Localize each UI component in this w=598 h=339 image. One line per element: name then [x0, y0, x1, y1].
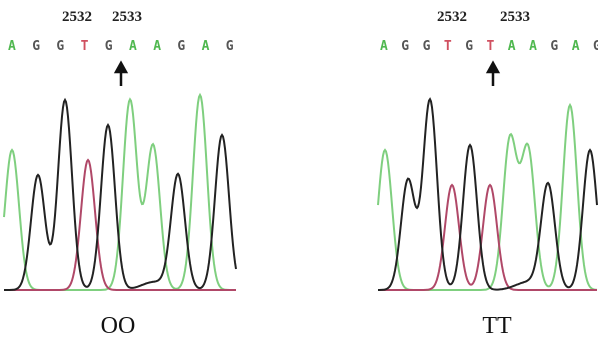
base-letter: G [105, 39, 113, 54]
base-letter: A [380, 39, 388, 54]
base-letter: G [593, 39, 598, 54]
panel-left: 2532 2533 A G G T G A A G A G OO [4, 9, 236, 339]
base-letter: T [81, 39, 89, 54]
base-letter: G [423, 39, 431, 54]
chromatogram-figure: 2532 2533 AGGTGAAGAG OO 2532 2533 AGGTGT… [0, 0, 598, 339]
arrow [116, 63, 126, 86]
base-letter: A [572, 39, 580, 54]
position-label: 2533 [500, 9, 530, 25]
base-letter: A [529, 39, 537, 54]
base-letter: A [202, 39, 210, 54]
base-letter: G [177, 39, 185, 54]
trace-line [378, 185, 597, 290]
trace-line [4, 95, 236, 290]
genotype-label: TT [482, 313, 512, 339]
base-letter: G [56, 39, 64, 54]
base-letter: G [226, 39, 234, 54]
base-letter: G [401, 39, 409, 54]
base-letter: A [129, 39, 137, 54]
position-label: 2532 [437, 9, 467, 25]
base-letter: A [153, 39, 161, 54]
base-letter: T [444, 39, 452, 54]
base-letter: G [32, 39, 40, 54]
trace [4, 95, 236, 290]
base-letter: G [465, 39, 473, 54]
base-letter: T [487, 39, 495, 54]
trace [378, 99, 597, 290]
trace-line [4, 100, 236, 290]
base-letter: A [8, 39, 16, 54]
base-letter: G [550, 39, 558, 54]
genotype-label: OO [101, 313, 136, 339]
base-letter: A [508, 39, 516, 54]
position-label: 2532 [62, 9, 92, 25]
arrow [488, 63, 498, 86]
position-label: 2533 [112, 9, 142, 25]
